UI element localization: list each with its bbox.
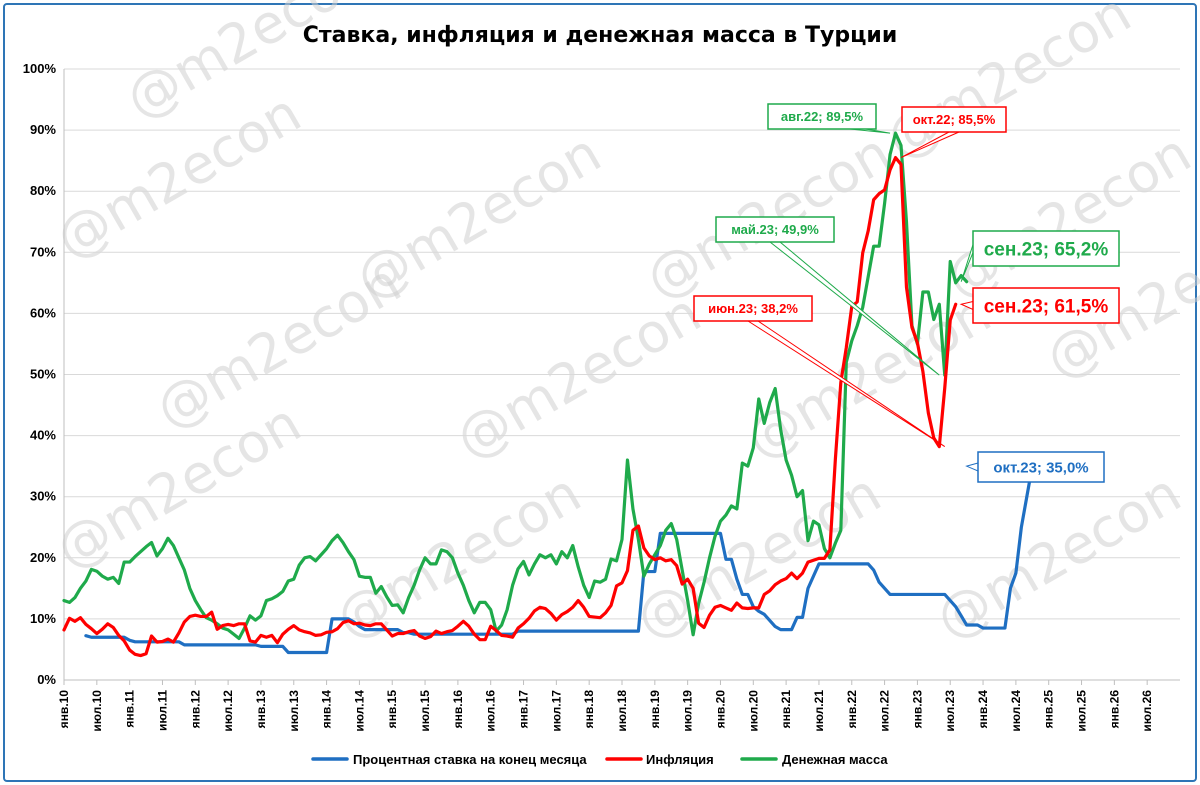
annotation-box [901, 106, 1007, 133]
annotation-box [977, 451, 1105, 483]
x-tick-label: янв.26 [1107, 690, 1121, 729]
x-tick-label: янв.19 [648, 690, 662, 729]
y-tick-label: 50% [30, 367, 56, 382]
watermark-text: @m2econ [445, 281, 711, 471]
x-tick-label: янв.10 [57, 690, 71, 729]
annotation-box [972, 287, 1120, 324]
annotation-label: май.23; 49,9% [731, 222, 819, 237]
annotation-label: сен.23; 61,5% [984, 296, 1109, 317]
legend-label: Процентная ставка на конец месяца [353, 752, 587, 767]
y-tick-label: 90% [30, 122, 56, 137]
y-tick-label: 40% [30, 428, 56, 443]
x-tick-label: июл.10 [90, 690, 104, 732]
watermark-text: @m2econ [875, 0, 1141, 171]
x-tick-label: июл.15 [418, 690, 432, 732]
series-line [62, 156, 958, 658]
x-tick-label: янв.23 [910, 690, 924, 729]
x-tick-label: июл.16 [484, 690, 498, 732]
x-tick-label: июл.24 [1009, 690, 1023, 732]
x-tick-label: янв.18 [582, 690, 596, 729]
series-line [84, 464, 1034, 655]
y-tick-label: 10% [30, 611, 56, 626]
x-tick-label: янв.22 [845, 690, 859, 729]
y-tick-label: 30% [30, 489, 56, 504]
annotation-box [972, 230, 1120, 267]
x-tick-label: янв.24 [976, 690, 990, 729]
x-tick-label: июл.18 [615, 690, 629, 732]
x-tick-label: янв.15 [385, 690, 399, 729]
y-tick-label: 20% [30, 550, 56, 565]
x-tick-label: июл.19 [681, 690, 695, 732]
annotation-label: окт.22; 85,5% [913, 112, 996, 127]
x-tick-label: июл.12 [221, 690, 235, 732]
x-tick-label: июл.17 [549, 690, 563, 732]
x-tick-label: июл.13 [287, 690, 301, 732]
x-tick-label: янв.11 [123, 690, 137, 728]
x-tick-label: янв.25 [1042, 690, 1056, 729]
chart-title: Ставка, инфляция и денежная масса в Турц… [303, 23, 897, 48]
x-tick-label: июл.23 [943, 690, 957, 732]
x-tick-label: июл.11 [155, 690, 169, 731]
x-tick-label: янв.21 [779, 690, 793, 729]
legend-label: Денежная масса [782, 752, 888, 767]
watermark-text: @m2econ [635, 121, 901, 311]
x-tick-label: июл.25 [1075, 690, 1089, 732]
legend-label: Инфляция [646, 752, 714, 767]
x-tick-label: янв.14 [320, 690, 334, 729]
annotation-label: окт.23; 35,0% [993, 459, 1088, 476]
annotation-label: авг.22; 89,5% [781, 109, 864, 124]
annotation-label: сен.23; 65,2% [984, 239, 1109, 260]
x-tick-label: янв.20 [713, 690, 727, 729]
x-tick-label: янв.13 [254, 690, 268, 729]
y-tick-label: 80% [30, 183, 56, 198]
watermark-text: @m2econ [625, 461, 891, 651]
annotation-label: июн.23; 38,2% [708, 301, 798, 316]
x-tick-label: июл.20 [746, 690, 760, 732]
x-tick-label: янв.17 [517, 690, 531, 729]
y-tick-label: 0% [37, 672, 56, 687]
annotation-box [693, 295, 813, 322]
y-tick-label: 60% [30, 305, 56, 320]
x-tick-label: июл.22 [878, 690, 892, 732]
x-tick-label: янв.16 [451, 690, 465, 729]
x-tick-label: июл.14 [352, 690, 366, 732]
annotation-box [715, 216, 835, 243]
x-tick-label: июл.26 [1140, 690, 1154, 732]
y-tick-label: 70% [30, 244, 56, 259]
annotation-box [767, 103, 877, 130]
x-tick-label: янв.12 [188, 690, 202, 729]
annotation-pointer [965, 462, 979, 472]
x-tick-label: июл.21 [812, 690, 826, 732]
y-tick-label: 100% [23, 61, 57, 76]
chart-frame [3, 3, 1197, 782]
